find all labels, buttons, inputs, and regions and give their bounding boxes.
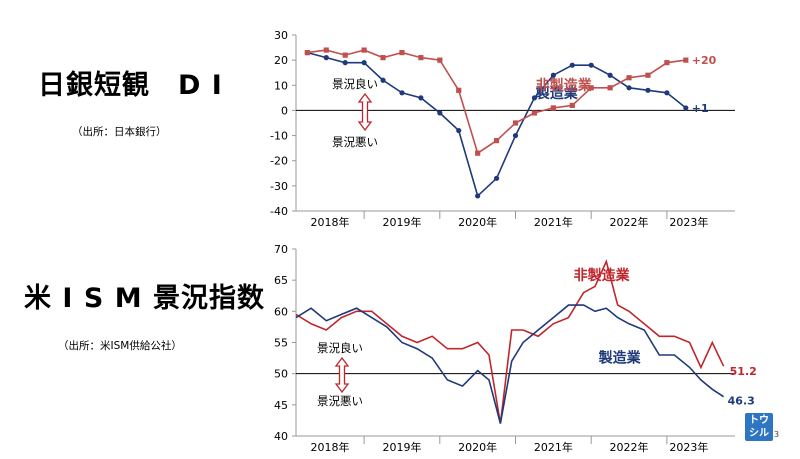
ism-chart: 70 65 60 55 50 45 40 2018年 2019年 2020年 2021年 2022年 2… bbox=[274, 243, 757, 454]
tankan-data-point bbox=[683, 105, 689, 111]
ism-y-tick-label: 50 bbox=[274, 368, 288, 381]
tankan-data-point bbox=[399, 90, 405, 96]
tankan-y-tick-label: 10 bbox=[274, 79, 288, 92]
ism-end-value-label: 46.3 bbox=[728, 395, 755, 408]
tankan-data-point bbox=[588, 62, 594, 68]
tankan-double-arrow-icon bbox=[357, 92, 373, 132]
ism-y-tick-label: 40 bbox=[274, 430, 288, 443]
page-number: 3 bbox=[774, 430, 780, 439]
tankan-data-point bbox=[531, 95, 538, 101]
tankan-data-point bbox=[437, 57, 443, 63]
tankan-y-tick-label: -10 bbox=[270, 130, 288, 143]
tankan-annotation-bad: 景況悪い bbox=[332, 135, 378, 149]
tankan-x-tick-label: 2022年 bbox=[610, 215, 649, 229]
tankan-data-point bbox=[304, 50, 310, 56]
ism-series-label: 製造業 bbox=[598, 350, 642, 367]
ism-x-tick-label: 2018年 bbox=[311, 440, 350, 454]
tankan-data-point bbox=[626, 75, 632, 81]
tankan-y-tick-label: -30 bbox=[270, 180, 288, 193]
tankan-x-tick-label: 2021年 bbox=[534, 215, 573, 229]
tankan-data-point bbox=[607, 85, 613, 91]
tankan-series-label: 非製造業 bbox=[536, 77, 593, 94]
tankan-end-value-label: +20 bbox=[692, 54, 717, 67]
ism-x-tick-label: 2022年 bbox=[610, 440, 649, 454]
tankan-data-point bbox=[323, 55, 329, 61]
tankan-data-point bbox=[399, 50, 405, 56]
tankan-data-point bbox=[588, 85, 594, 91]
tankan-data-point bbox=[493, 175, 500, 181]
tankan-data-point bbox=[380, 55, 386, 61]
tankan-data-point bbox=[361, 47, 367, 53]
ism-series-line bbox=[295, 304, 725, 424]
ism-annotation-good: 景況良い bbox=[317, 341, 363, 355]
tankan-data-point bbox=[475, 150, 481, 156]
tankan-title: 日銀短観 D I bbox=[38, 70, 223, 101]
tankan-y-tick-label: 0 bbox=[281, 104, 288, 117]
tankan-annotation-good: 景況良い bbox=[332, 77, 378, 91]
toushiru-logo: トウシル bbox=[745, 413, 773, 441]
ism-x-tick-label: 2021年 bbox=[534, 440, 573, 454]
tankan-data-point bbox=[550, 72, 556, 78]
tankan-data-point bbox=[342, 52, 348, 58]
tankan-data-point bbox=[645, 72, 651, 78]
tankan-data-point bbox=[380, 77, 386, 83]
tankan-data-point bbox=[418, 95, 424, 101]
tankan-data-point bbox=[342, 60, 348, 66]
tankan-data-point bbox=[531, 110, 538, 116]
tankan-data-point bbox=[645, 87, 651, 93]
tankan-data-point bbox=[550, 105, 556, 111]
ism-double-arrow-icon bbox=[334, 356, 350, 394]
tankan-y-tick-label: 20 bbox=[274, 54, 288, 67]
tankan-data-point bbox=[607, 72, 613, 78]
tankan-chart: 30 20 10 0 -10 -20 -30 -40 2018年 2019年 2020年 2021年 2… bbox=[270, 29, 735, 229]
tankan-data-point bbox=[664, 90, 670, 96]
tankan-x-tick-label: 2019年 bbox=[382, 215, 421, 229]
ism-y-tick-label: 55 bbox=[274, 337, 288, 350]
ism-y-tick-label: 60 bbox=[274, 305, 288, 318]
tankan-data-point bbox=[569, 102, 575, 108]
tankan-data-point bbox=[569, 62, 575, 68]
tankan-y-tick-label: -20 bbox=[270, 155, 288, 168]
tankan-series-label: 製造業 bbox=[535, 85, 579, 102]
tankan-x-tick-label: 2023年 bbox=[669, 215, 708, 229]
tankan-data-point bbox=[456, 87, 462, 93]
ism-y-tick-label: 45 bbox=[274, 399, 288, 412]
ism-x-tick-label: 2020年 bbox=[458, 440, 497, 454]
tankan-data-point bbox=[512, 132, 519, 139]
tankan-data-point bbox=[683, 57, 689, 63]
tankan-data-point bbox=[437, 110, 443, 116]
ism-series-label: 非製造業 bbox=[574, 267, 631, 284]
ism-annotation-bad: 景況悪い bbox=[317, 394, 363, 408]
ism-source: （出所：米ISM供給公社） bbox=[58, 340, 182, 352]
tankan-data-point bbox=[512, 120, 519, 126]
tankan-x-tick-label: 2018年 bbox=[311, 215, 350, 229]
ism-end-value-label: 51.2 bbox=[730, 365, 757, 378]
ism-x-tick-label: 2023年 bbox=[669, 440, 708, 454]
tankan-data-point bbox=[361, 60, 367, 66]
tankan-data-point bbox=[664, 60, 670, 66]
tankan-source: （出所：日本銀行） bbox=[72, 126, 167, 138]
ism-series-line bbox=[295, 259, 725, 424]
tankan-data-point bbox=[626, 85, 632, 91]
tankan-y-tick-label: -40 bbox=[270, 205, 288, 218]
tankan-x-tick-label: 2020年 bbox=[458, 215, 497, 229]
tankan-data-point bbox=[493, 138, 500, 144]
tankan-data-point bbox=[475, 193, 481, 199]
tankan-data-point bbox=[323, 47, 329, 53]
ism-title: 米 I S M 景況指数 bbox=[24, 283, 265, 314]
ism-x-tick-label: 2019年 bbox=[382, 440, 421, 454]
ism-y-tick-label: 65 bbox=[274, 274, 288, 287]
ism-y-tick-label: 70 bbox=[274, 243, 288, 256]
tankan-y-tick-label: 30 bbox=[274, 29, 288, 42]
tankan-data-point bbox=[418, 55, 424, 61]
tankan-end-value-label: +1 bbox=[692, 102, 709, 115]
tankan-data-point bbox=[456, 127, 462, 134]
